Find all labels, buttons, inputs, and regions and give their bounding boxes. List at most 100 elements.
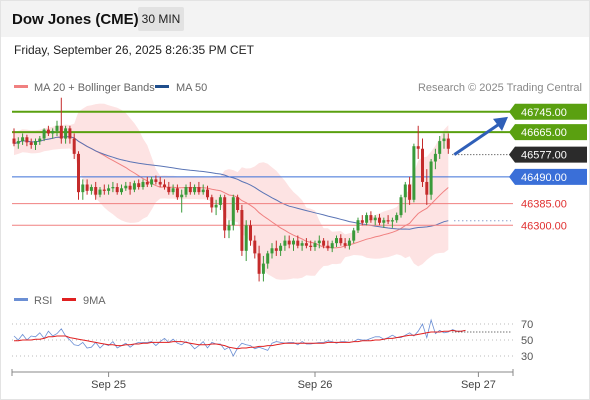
- candle: [197, 181, 201, 195]
- candle-body: [25, 137, 29, 143]
- candle-body: [218, 197, 222, 205]
- candle: [180, 189, 184, 213]
- candle-body: [317, 240, 321, 244]
- level-label-last: 46577.00: [521, 150, 567, 162]
- candle: [399, 194, 403, 218]
- candle: [390, 217, 394, 228]
- candle-body: [29, 142, 33, 145]
- candle-body: [206, 189, 209, 198]
- candle: [46, 125, 50, 136]
- candle-body: [231, 197, 235, 226]
- candle: [322, 238, 326, 249]
- candle-body: [429, 161, 433, 195]
- candle-body: [72, 138, 76, 154]
- legend-swatch-9ma: [62, 298, 76, 301]
- candle-body: [274, 248, 278, 251]
- candle-body: [16, 141, 20, 144]
- level-label-bg: [509, 124, 587, 141]
- candle: [218, 194, 222, 210]
- legend-label-9ma: 9MA: [83, 295, 106, 307]
- candle-body: [330, 243, 334, 249]
- candle: [141, 179, 145, 190]
- candle-body: [244, 225, 248, 251]
- candle: [85, 179, 89, 195]
- candle-body: [158, 181, 162, 185]
- candle-body: [193, 187, 197, 193]
- candle: [167, 181, 171, 195]
- bollinger-fill: [14, 103, 449, 280]
- candle: [77, 151, 80, 200]
- candle: [120, 184, 123, 195]
- candle: [102, 184, 106, 195]
- candle: [352, 227, 356, 244]
- candle: [335, 235, 338, 247]
- candle-body: [369, 215, 373, 221]
- candle-body: [98, 189, 102, 195]
- candle-body: [360, 220, 364, 223]
- candle-body: [51, 130, 55, 134]
- candle-body: [386, 220, 390, 222]
- rsi-tick-label: 70: [521, 319, 533, 331]
- candle: [403, 181, 407, 213]
- candle: [34, 138, 37, 151]
- x-tick-label: Sep 26: [298, 379, 333, 391]
- candle-body: [416, 146, 420, 149]
- candle-body: [214, 204, 218, 208]
- arrow-shaft: [453, 123, 499, 156]
- ma50-line: [13, 136, 449, 230]
- candle-body: [249, 225, 252, 241]
- candle-body: [253, 240, 257, 254]
- candle-body: [365, 215, 369, 223]
- candle-body: [382, 220, 386, 223]
- legend-label-ma20: MA 20 + Bollinger Bands: [34, 82, 155, 94]
- candle: [81, 179, 85, 200]
- level-label-resistance: 46665.00: [521, 127, 567, 139]
- candle-body: [292, 240, 295, 245]
- candle: [68, 125, 72, 144]
- candle: [132, 180, 136, 193]
- candle-body: [85, 184, 89, 191]
- level-label-bg: [509, 168, 587, 185]
- candle: [98, 187, 102, 198]
- candle-body: [399, 197, 403, 216]
- candle-body: [279, 245, 283, 251]
- candle-body: [240, 210, 244, 251]
- candle: [231, 194, 235, 231]
- candle-body: [128, 185, 132, 190]
- level-label-support: 46300.00: [521, 220, 567, 232]
- candle-body: [120, 188, 123, 193]
- candle-body: [141, 181, 145, 188]
- candle-body: [111, 187, 115, 189]
- candle-body: [283, 240, 287, 246]
- candle: [94, 181, 98, 200]
- candle: [249, 220, 252, 246]
- candle: [72, 133, 76, 159]
- candle-body: [46, 129, 50, 134]
- legend-label-rsi: RSI: [34, 295, 52, 307]
- candle: [408, 176, 412, 205]
- candle-body: [163, 184, 166, 188]
- candle-body: [107, 188, 111, 191]
- candle-body: [356, 220, 360, 231]
- timeframe-button[interactable]: 30 MIN: [138, 7, 184, 31]
- candle-body: [378, 217, 381, 223]
- candle-body: [287, 240, 291, 245]
- x-axis: Sep 25 Sep 26 Sep 27: [11, 369, 514, 391]
- candle: [343, 238, 347, 249]
- candle: [150, 176, 154, 188]
- arrow-head: [493, 116, 508, 131]
- candle: [163, 179, 166, 190]
- ma50-path: [13, 136, 449, 230]
- candle-body: [390, 220, 394, 222]
- candle-body: [309, 245, 313, 247]
- candle: [287, 235, 291, 249]
- candle-body: [236, 197, 240, 210]
- candle: [274, 240, 278, 256]
- candle: [128, 181, 132, 195]
- candle-body: [77, 153, 80, 193]
- candle-body: [55, 125, 59, 131]
- candle-body: [38, 138, 42, 142]
- candle-body: [313, 243, 317, 247]
- candle: [313, 240, 317, 251]
